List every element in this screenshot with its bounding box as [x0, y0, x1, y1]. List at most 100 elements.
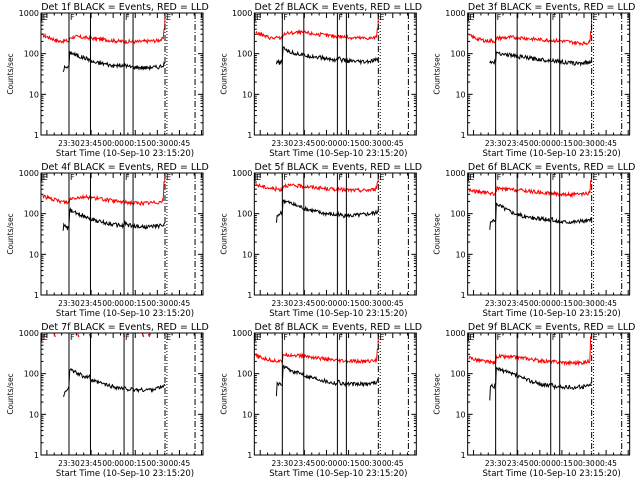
y-axis-label: Counts/sec	[6, 373, 15, 414]
data-traces	[468, 13, 593, 67]
marker-label: E	[593, 13, 598, 22]
x-tick-label: 00:15	[124, 299, 146, 308]
panel-title: Det 6f BLACK = Events, RED = LLD	[468, 162, 636, 173]
y-tick-label: 1000	[445, 9, 465, 18]
y-tick-label: 10	[242, 250, 252, 259]
marker-label: F	[125, 13, 130, 22]
marker-label: F	[497, 173, 502, 182]
x-tick-label: 00:30	[360, 459, 382, 468]
panel-title: Det 7f BLACK = Events, RED = LLD	[41, 322, 209, 333]
x-tick-label: 00:00	[316, 139, 338, 148]
plot-frame	[40, 332, 204, 456]
y-tick-label: 1	[247, 131, 252, 140]
y-axis-label: Counts/sec	[6, 53, 15, 94]
x-tick-label: 23:30	[485, 299, 507, 308]
y-tick-label: 1	[34, 131, 39, 140]
events-series-line	[275, 364, 379, 397]
x-tick-label: 00:15	[551, 139, 573, 148]
lld-series-line	[255, 13, 379, 41]
marker-label: E	[256, 333, 261, 342]
y-tick-label: 10	[455, 90, 465, 99]
x-tick-label: 00:45	[169, 299, 191, 308]
y-tick-label: 100	[24, 50, 39, 59]
x-axis-label: Start Time (10-Sep-10 23:15:20)	[269, 309, 407, 319]
y-tick-label: 100	[24, 370, 39, 379]
panel-title: Det 8f BLACK = Events, RED = LLD	[255, 322, 423, 333]
lld-blip	[43, 333, 46, 338]
y-axis-label: Counts/sec	[6, 213, 15, 254]
x-axis-label: Start Time (10-Sep-10 23:15:20)	[56, 469, 194, 479]
x-tick-label: 00:45	[169, 139, 191, 148]
x-tick-label: 23:30	[58, 459, 80, 468]
data-traces	[42, 173, 166, 231]
x-tick-label: 00:00	[316, 459, 338, 468]
marker-label: E	[469, 173, 474, 182]
x-tick-label: 23:45	[507, 459, 529, 468]
y-tick-label: 1	[461, 451, 466, 460]
panel-title: Det 9f BLACK = Events, RED = LLD	[468, 322, 636, 333]
lld-series-line	[468, 333, 593, 367]
x-tick-label: 23:45	[507, 299, 529, 308]
panel-title: Det 5f BLACK = Events, RED = LLD	[255, 162, 423, 173]
data-traces	[468, 173, 593, 230]
plot-frame	[467, 332, 631, 456]
marker-label: F	[70, 13, 75, 22]
plot-frame	[253, 332, 417, 456]
lld-series-line	[42, 173, 166, 207]
x-tick-label: 23:45	[294, 139, 316, 148]
y-tick-label: 1	[461, 291, 466, 300]
x-tick-label: 00:15	[338, 139, 360, 148]
x-axis-label: Start Time (10-Sep-10 23:15:20)	[483, 309, 621, 319]
data-traces	[468, 333, 593, 401]
panel-det-4: Det 4f BLACK = Events, RED = LLD Counts/s…	[6, 162, 209, 319]
x-tick-label: 00:15	[338, 299, 360, 308]
panel-det-3: Det 3f BLACK = Events, RED = LLD Counts/s…	[433, 2, 636, 159]
marker-label: F	[70, 173, 75, 182]
x-tick-label: 23:30	[58, 299, 80, 308]
marker-label: E	[166, 173, 171, 182]
panel-det-6: Det 6f BLACK = Events, RED = LLD Counts/s…	[433, 162, 636, 319]
panel-title: Det 4f BLACK = Events, RED = LLD	[41, 162, 209, 173]
marker-label: E	[469, 333, 474, 342]
marker-label: F	[70, 333, 75, 342]
panel-det-7: Det 7f BLACK = Events, RED = LLD Counts/s…	[6, 322, 209, 479]
y-tick-label: 1000	[445, 329, 465, 338]
marker-label: F	[283, 333, 288, 342]
plot-frame	[467, 12, 631, 136]
marker-label: F	[283, 173, 288, 182]
x-tick-label: 23:30	[485, 459, 507, 468]
events-series-line	[489, 366, 592, 401]
y-tick-label: 100	[237, 370, 252, 379]
marker-label: F	[338, 173, 343, 182]
data-traces	[43, 333, 166, 397]
x-tick-label: 00:00	[529, 299, 551, 308]
y-tick-label: 1000	[232, 9, 252, 18]
x-tick-label: 00:30	[573, 299, 595, 308]
panel-title: Det 3f BLACK = Events, RED = LLD	[468, 2, 636, 13]
plot-frame	[467, 172, 631, 296]
panel-det-1: Det 1f BLACK = Events, RED = LLD Counts/s…	[6, 2, 209, 159]
lld-blip	[53, 333, 56, 338]
x-tick-label: 00:15	[551, 299, 573, 308]
plot-frame	[40, 172, 204, 296]
data-traces	[255, 13, 379, 66]
marker-label: E	[256, 13, 261, 22]
y-tick-label: 10	[29, 250, 39, 259]
y-tick-label: 1000	[19, 329, 39, 338]
y-tick-label: 10	[29, 90, 39, 99]
lld-series-line	[255, 173, 379, 194]
x-tick-label: 23:30	[485, 139, 507, 148]
y-axis-label: Counts/sec	[219, 373, 228, 414]
x-tick-label: 23:45	[294, 299, 316, 308]
y-tick-label: 10	[455, 410, 465, 419]
x-tick-label: 23:30	[271, 459, 293, 468]
marker-label: E	[43, 173, 48, 182]
x-tick-label: 00:00	[102, 299, 124, 308]
x-tick-label: 00:45	[382, 459, 404, 468]
x-tick-label: 23:30	[271, 139, 293, 148]
marker-label: F	[125, 173, 130, 182]
marker-label: F	[283, 13, 288, 22]
plot-frame	[253, 172, 417, 296]
x-tick-label: 00:00	[316, 299, 338, 308]
